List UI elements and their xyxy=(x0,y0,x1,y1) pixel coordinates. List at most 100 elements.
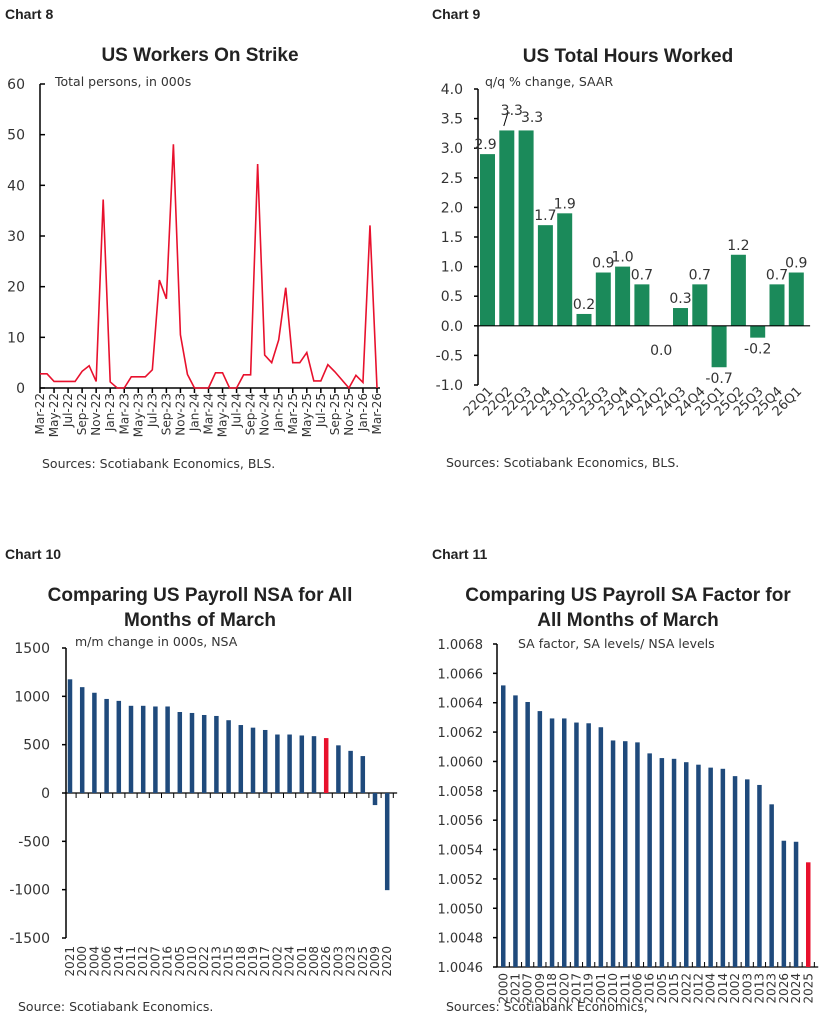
chart9-data-label: 1.9 xyxy=(554,196,576,212)
chart10-x-tick-label: 2008 xyxy=(307,946,321,977)
chart10-y-tick-label: -1500 xyxy=(9,931,50,947)
chart8-y-tick-label: 0 xyxy=(16,381,25,397)
chart10-x-tick-label: 2005 xyxy=(173,946,187,977)
chart10-x-tick-label: 2019 xyxy=(246,946,260,977)
chart10-x-tick-label: 2020 xyxy=(380,946,394,977)
chart11-bar xyxy=(781,840,787,967)
chart10-bar xyxy=(226,720,231,793)
chart9-title: US Total Hours Worked xyxy=(522,46,734,67)
chart10-bar xyxy=(67,679,73,793)
chart10-x-tick-label: 2014 xyxy=(112,946,126,977)
chart10-x-tick-label: 2013 xyxy=(209,946,223,977)
chart9-data-label: 0.9 xyxy=(592,256,614,272)
chart9-y-tick-label: 0.0 xyxy=(441,319,463,335)
chart8-x-tick-label: May-23 xyxy=(131,393,145,437)
chart9-label: Chart 9 xyxy=(432,6,481,22)
chart8-x-tick-label: Sep-25 xyxy=(328,393,342,435)
chart10-x-tick-label: 2012 xyxy=(136,946,150,977)
chart9-data-label: 0.9 xyxy=(785,256,807,272)
chart9-bar xyxy=(615,266,631,326)
chart8-label: Chart 8 xyxy=(5,6,54,22)
chart9-bar xyxy=(595,272,611,326)
chart10-source: Source: Scotiabank Economics. xyxy=(18,999,214,1014)
chart9-bar xyxy=(499,130,515,326)
chart10-bar xyxy=(104,698,109,793)
chart10-x-tick-label: 2007 xyxy=(148,946,162,977)
chart9-bar xyxy=(537,225,553,326)
chart10-bar xyxy=(360,756,366,793)
chart8-x-tick-label: Nov-23 xyxy=(173,393,187,436)
chart11-title-line1: Comparing US Payroll SA Factor for xyxy=(465,585,791,606)
chart9-data-label: 0.0 xyxy=(650,343,672,359)
chart9-bar xyxy=(576,313,592,326)
chart10-x-tick-label: 2022 xyxy=(197,946,211,977)
chart9-y-tick-label: 2.5 xyxy=(441,171,463,187)
chart11-x-tick-label: 2002 xyxy=(728,973,742,1004)
chart11-x-tick-label: 2006 xyxy=(630,973,644,1004)
chart10-bar xyxy=(336,745,341,793)
chart10-bar xyxy=(262,729,268,793)
chart11-bar xyxy=(598,727,604,967)
chart11-subtitle: SA factor, SA levels/ NSA levels xyxy=(518,636,715,651)
chart11-y-tick-label: 1.0050 xyxy=(438,902,484,917)
chart8-x-tick-label: Jan-23 xyxy=(103,393,117,432)
chart11-x-tick-label: 2013 xyxy=(752,973,766,1004)
chart10-label: Chart 10 xyxy=(5,546,62,562)
chart11-x-tick-label: 2005 xyxy=(655,973,669,1004)
chart8-x-tick-label: Jul-24 xyxy=(230,393,244,428)
chart10-bar xyxy=(201,714,207,793)
chart10-bar xyxy=(189,712,195,793)
chart10-bar xyxy=(323,738,329,793)
chart9-bar xyxy=(769,284,785,326)
chart11-bar xyxy=(732,776,738,967)
chart8-x-tick-label: May-22 xyxy=(47,393,61,437)
chart8-y-tick-label: 60 xyxy=(7,77,25,93)
chart8-y-tick-label: 30 xyxy=(7,229,25,245)
chart11-bar xyxy=(659,758,665,967)
chart9-data-label: 0.7 xyxy=(689,267,711,283)
chart11-bar xyxy=(757,784,762,967)
chart9-y-tick-label: 3.0 xyxy=(441,141,463,157)
chart8-x-tick-label: Jan-25 xyxy=(272,393,286,432)
chart10-bar xyxy=(287,734,292,793)
chart9-bar xyxy=(692,284,708,326)
chart11-bar xyxy=(610,740,616,967)
chart11-bar xyxy=(501,685,506,967)
chart10-bar xyxy=(214,715,219,793)
chart10-bar xyxy=(92,692,97,793)
chart10-x-tick-label: 2018 xyxy=(234,946,248,977)
chart11-x-tick-label: 2026 xyxy=(777,973,791,1004)
chart10-y-tick-label: 1000 xyxy=(14,689,50,705)
chart8-x-tick-label: May-25 xyxy=(300,393,314,437)
chart10-x-tick-label: 2002 xyxy=(270,946,284,977)
chart11-y-tick-label: 1.0054 xyxy=(438,844,484,859)
chart10-bar xyxy=(140,705,146,793)
chart9-y-tick-label: 2.0 xyxy=(441,200,463,216)
chart11-x-tick-label: 2000 xyxy=(496,973,510,1004)
chart11-x-tick-label: 2021 xyxy=(508,973,522,1004)
chart10-x-tick-label: 2026 xyxy=(319,946,333,977)
chart9-data-label: -0.2 xyxy=(744,342,771,358)
chart11-x-tick-label: 2019 xyxy=(582,973,596,1004)
chart11-x-tick-label: 2025 xyxy=(801,973,815,1004)
chart8-x-tick-label: Jan-24 xyxy=(187,393,201,432)
chart10-bar xyxy=(153,706,158,793)
chart8-x-tick-label: Mar-23 xyxy=(117,393,131,434)
chart11-x-tick-label: 2001 xyxy=(594,973,608,1004)
chart8-x-tick-label: Jul-25 xyxy=(314,393,328,428)
chart9-bar xyxy=(557,213,573,326)
chart11-y-tick-label: 1.0056 xyxy=(438,814,484,829)
chart10-x-tick-label: 2017 xyxy=(258,946,272,977)
chart11-bar xyxy=(647,753,652,967)
chart11-bar xyxy=(586,723,591,967)
chart9-data-label: 0.7 xyxy=(631,267,653,283)
chart10-x-tick-label: 2011 xyxy=(124,946,138,977)
chart10-bar xyxy=(165,706,170,793)
chart11-y-tick-label: 1.0066 xyxy=(438,667,484,682)
chart8-x-tick-label: Nov-24 xyxy=(258,393,272,436)
chart11-x-tick-label: 2017 xyxy=(569,973,583,1004)
chart11-y-tick-label: 1.0064 xyxy=(438,697,484,712)
chart8-x-tick-label: May-24 xyxy=(216,393,230,437)
chart10-x-tick-label: 2023 xyxy=(344,946,358,977)
chart9-source: Sources: Scotiabank Economics, BLS. xyxy=(446,455,680,470)
